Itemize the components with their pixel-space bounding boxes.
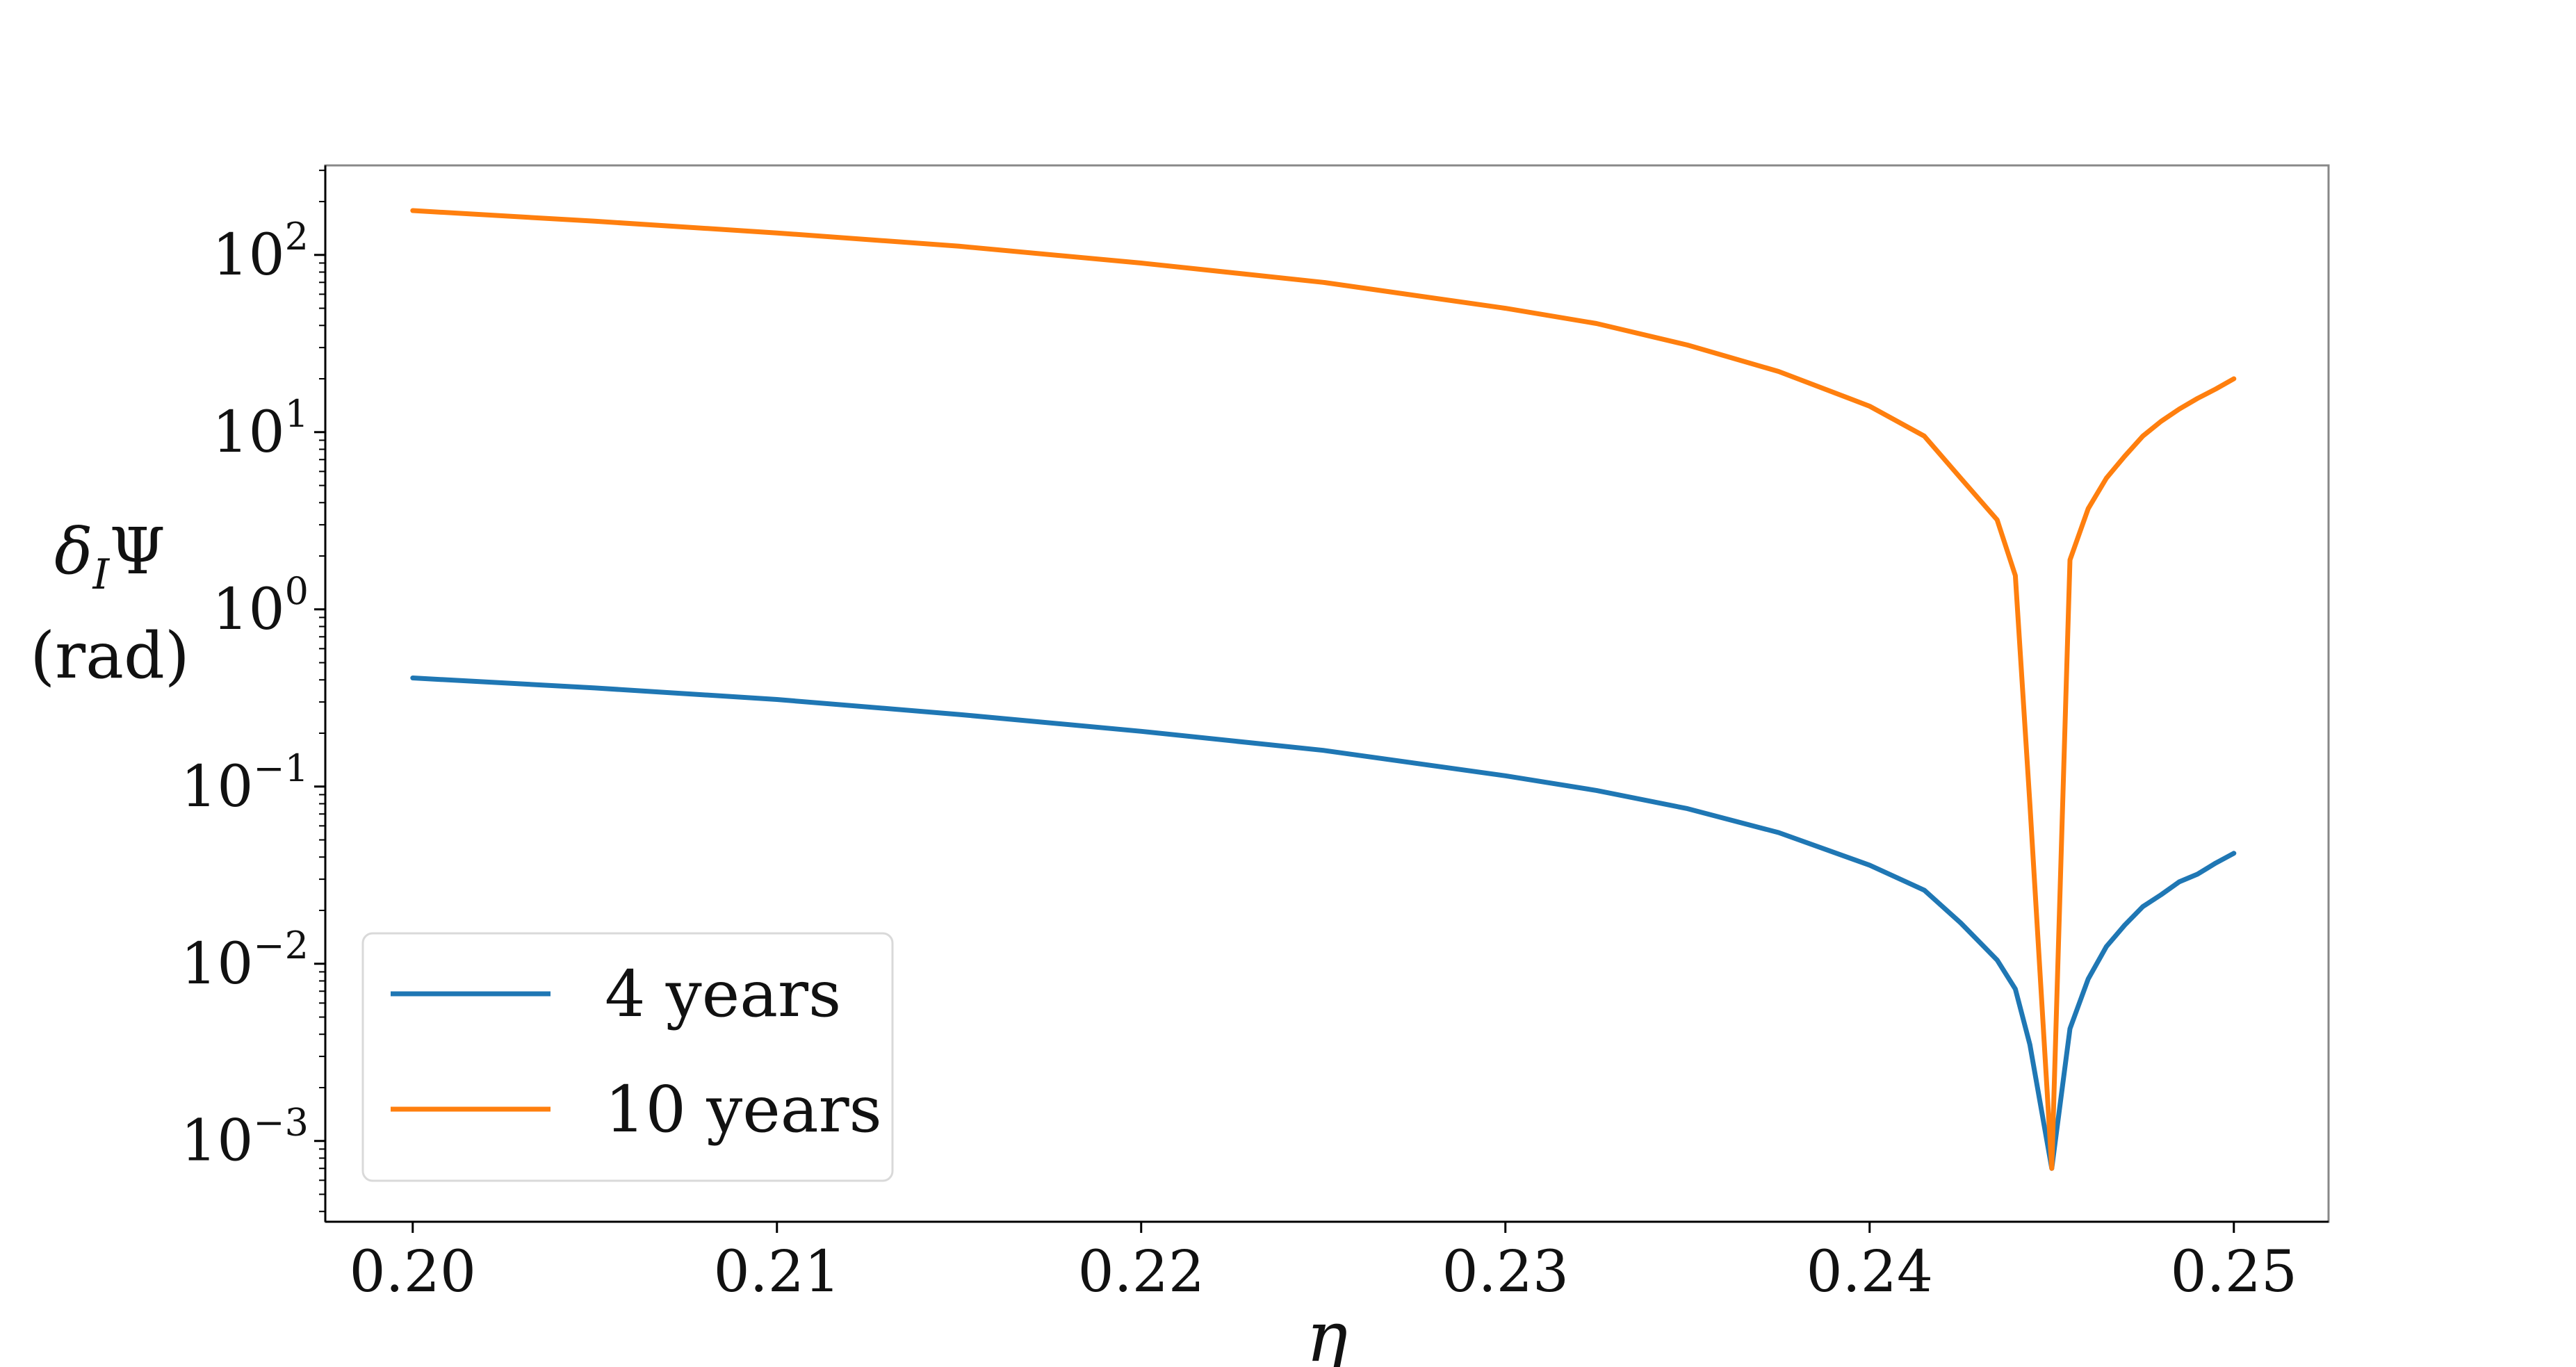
y-label-psi: Ψ: [109, 514, 165, 589]
series-line-10-years: [410, 208, 2237, 1171]
y-tick-label: 10−2: [181, 924, 309, 997]
legend-label-4-years: 4 years: [605, 957, 841, 1031]
legend: 4 years 10 years: [361, 932, 894, 1182]
series-layer: [410, 208, 2237, 1171]
y-label-unit: (rad): [30, 619, 190, 693]
svg-text:δIΨ: δIΨ: [54, 514, 165, 599]
x-tick-label: 0.22: [1077, 1239, 1205, 1305]
y-label-delta: δ: [54, 514, 92, 589]
x-axis-label: η: [1306, 1296, 1348, 1367]
ticks: 0.20 0.21 0.22 0.23 0.24 0.25 10−3 10−2 10−1 100 1…: [181, 170, 2297, 1305]
x-tick-label: 0.25: [2170, 1239, 2297, 1305]
y-label-subscript: I: [92, 550, 111, 599]
x-tick-label: 0.20: [349, 1239, 476, 1305]
y-tick-label: 100: [212, 569, 309, 643]
y-axis-label: δIΨ (rad): [30, 514, 190, 693]
y-tick-label: 10−1: [181, 746, 309, 820]
x-tick-label: 0.23: [1442, 1239, 1569, 1305]
y-tick-label: 10−3: [181, 1101, 309, 1174]
y-tick-label: 101: [212, 392, 309, 466]
series-line-4-years: [410, 676, 2237, 1171]
x-tick-label: 0.24: [1806, 1239, 1933, 1305]
x-tick-label: 0.21: [713, 1239, 840, 1305]
y-tick-label: 102: [212, 215, 309, 288]
legend-label-10-years: 10 years: [605, 1072, 882, 1147]
